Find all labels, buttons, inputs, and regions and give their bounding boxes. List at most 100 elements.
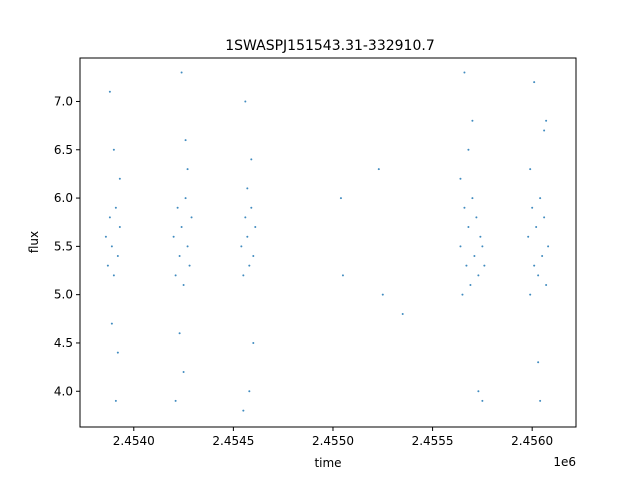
data-point — [477, 390, 480, 393]
data-point — [250, 206, 253, 209]
data-point — [110, 322, 113, 325]
data-point — [188, 264, 191, 267]
data-point — [459, 177, 462, 180]
data-point — [112, 148, 115, 151]
data-point — [172, 235, 175, 238]
data-point — [108, 216, 111, 219]
data-point — [467, 148, 470, 151]
data-point — [108, 90, 111, 93]
data-point — [401, 312, 404, 315]
y-tick-label: 4.5 — [54, 336, 73, 350]
data-point — [116, 255, 119, 258]
y-tick-label: 4.0 — [54, 384, 73, 398]
data-point — [180, 226, 183, 229]
data-point — [539, 197, 542, 200]
data-point — [190, 216, 193, 219]
data-point — [545, 119, 548, 122]
data-point — [242, 274, 245, 277]
data-points — [104, 71, 550, 412]
data-point — [252, 341, 255, 344]
data-point — [471, 119, 474, 122]
data-point — [174, 274, 177, 277]
data-point — [182, 284, 185, 286]
data-point — [246, 187, 249, 190]
data-point — [377, 168, 380, 171]
data-point — [242, 409, 245, 412]
y-axis-label: flux — [27, 231, 41, 253]
data-point — [116, 351, 119, 354]
data-point — [529, 293, 532, 296]
data-point — [481, 399, 484, 402]
data-point — [118, 177, 121, 180]
data-point — [463, 206, 466, 209]
data-point — [240, 245, 243, 248]
data-point — [112, 274, 115, 277]
data-point — [537, 274, 540, 277]
data-point — [479, 235, 482, 238]
data-point — [184, 197, 187, 200]
data-point — [250, 158, 253, 161]
data-point — [178, 255, 181, 258]
chart-title: 1SWASPJ151543.31-332910.7 — [225, 38, 434, 54]
data-point — [477, 274, 480, 277]
x-tick-label: 2.4555 — [412, 434, 454, 448]
y-tick-label: 7.0 — [54, 94, 73, 108]
data-point — [481, 245, 484, 248]
data-point — [244, 216, 247, 219]
data-point — [381, 293, 384, 296]
data-point — [244, 100, 247, 103]
y-tick-label: 5.0 — [54, 288, 73, 302]
data-point — [469, 284, 472, 286]
data-point — [114, 399, 117, 402]
data-point — [529, 168, 532, 171]
y-tick-label: 6.5 — [54, 143, 73, 157]
data-point — [483, 264, 486, 267]
data-point — [248, 264, 251, 267]
data-point — [178, 332, 181, 335]
data-point — [471, 197, 474, 200]
data-point — [186, 245, 189, 248]
data-point — [543, 216, 546, 219]
data-point — [533, 81, 536, 84]
data-point — [246, 235, 249, 238]
data-point — [184, 139, 187, 142]
plot-frame — [79, 57, 577, 428]
data-point — [106, 264, 109, 267]
data-point — [467, 226, 470, 229]
y-tick-label: 6.0 — [54, 191, 73, 205]
data-point — [174, 399, 177, 402]
data-point — [461, 293, 464, 296]
x-axis-ticks: 2.4540 2.4545 2.4550 2.4555 2.4560 — [113, 427, 553, 448]
data-point — [535, 226, 538, 229]
data-point — [463, 71, 466, 74]
data-point — [182, 370, 185, 373]
data-point — [114, 206, 117, 209]
data-point — [186, 168, 189, 171]
data-point — [110, 245, 113, 248]
data-point — [541, 255, 544, 258]
data-point — [537, 361, 540, 364]
y-tick-label: 5.5 — [54, 239, 73, 253]
x-tick-label: 2.4560 — [511, 434, 553, 448]
x-tick-label: 2.4545 — [212, 434, 254, 448]
data-point — [475, 216, 478, 219]
data-point — [465, 264, 468, 267]
data-point — [180, 71, 183, 74]
data-point — [531, 206, 534, 209]
data-point — [533, 264, 536, 267]
data-point — [539, 399, 542, 402]
data-point — [473, 255, 476, 258]
data-point — [547, 245, 550, 248]
data-point — [341, 274, 344, 277]
data-point — [254, 226, 257, 229]
data-point — [176, 206, 179, 209]
x-axis-offset-label: 1e6 — [553, 455, 576, 469]
data-point — [543, 129, 546, 132]
data-point — [527, 235, 530, 238]
data-point — [118, 226, 121, 229]
x-axis-label: time — [314, 456, 341, 470]
data-point — [459, 245, 462, 248]
y-axis-ticks: 4.0 4.5 5.0 5.5 6.0 6.5 7.0 — [54, 94, 80, 398]
x-tick-label: 2.4540 — [113, 434, 155, 448]
